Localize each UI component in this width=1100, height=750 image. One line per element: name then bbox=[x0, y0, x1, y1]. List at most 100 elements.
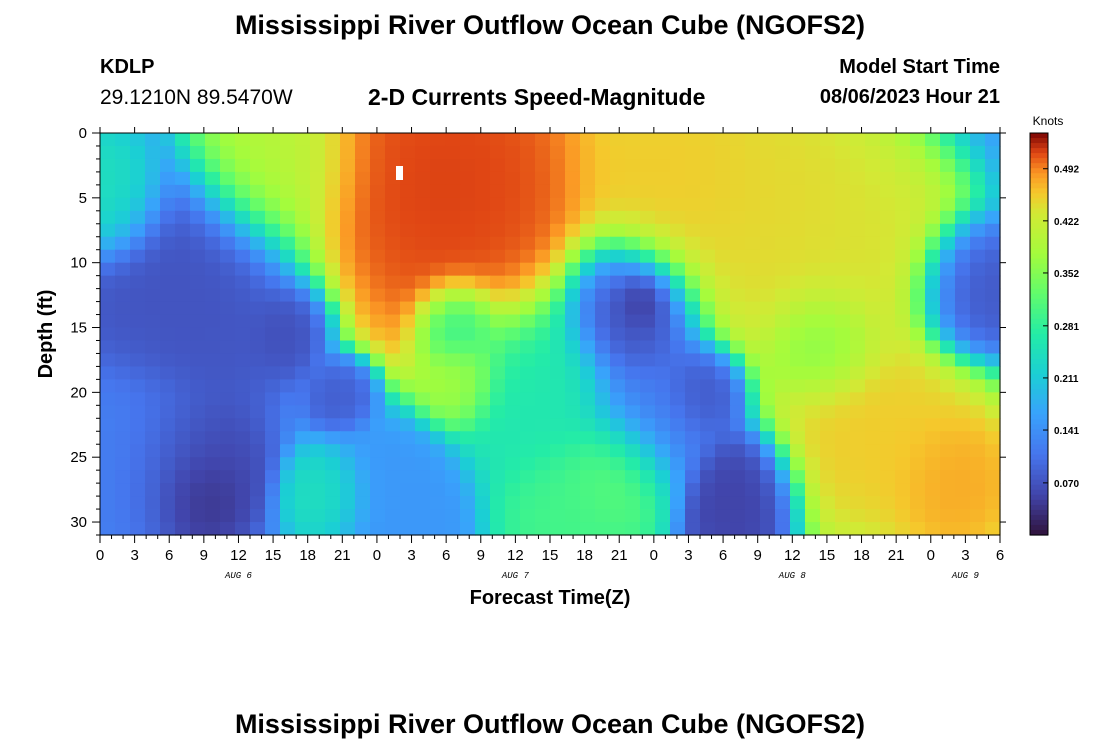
colorbar-swatch bbox=[1030, 313, 1048, 320]
heatmap-cell bbox=[670, 184, 686, 199]
heatmap-cell bbox=[325, 210, 341, 225]
heatmap-cell bbox=[265, 483, 281, 497]
heatmap-cell bbox=[625, 184, 641, 199]
heatmap-cell bbox=[625, 392, 641, 406]
heatmap-cell bbox=[595, 483, 611, 497]
heatmap-cell bbox=[145, 353, 161, 368]
heatmap-cell bbox=[280, 301, 296, 316]
heatmap-cell bbox=[775, 483, 791, 497]
heatmap-cell bbox=[745, 327, 761, 342]
heatmap-cell bbox=[595, 275, 611, 290]
heatmap-cell bbox=[280, 418, 296, 432]
heatmap-cell bbox=[865, 353, 881, 368]
heatmap-cell bbox=[430, 223, 446, 238]
heatmap-cell bbox=[685, 133, 701, 147]
heatmap-cell bbox=[640, 483, 656, 497]
heatmap-cell bbox=[415, 444, 431, 458]
heatmap-cell bbox=[685, 340, 701, 355]
heatmap-cell bbox=[580, 236, 596, 251]
heatmap-cell bbox=[370, 262, 386, 277]
heatmap-cell bbox=[910, 483, 926, 497]
heatmap-cell bbox=[925, 457, 941, 471]
heatmap-cell bbox=[625, 171, 641, 186]
heatmap-cell bbox=[175, 210, 191, 225]
heatmap-cell bbox=[940, 366, 956, 380]
heatmap-cell bbox=[340, 223, 356, 238]
heatmap-cell bbox=[895, 275, 911, 290]
heatmap-cell bbox=[805, 158, 821, 173]
y-axis-label: Depth (ft) bbox=[35, 290, 57, 379]
heatmap-cell bbox=[655, 392, 671, 406]
heatmap-cell bbox=[610, 236, 626, 251]
heatmap-cell bbox=[190, 145, 206, 160]
heatmap-cell bbox=[115, 522, 131, 536]
heatmap-cell bbox=[460, 145, 476, 160]
heatmap-cell bbox=[205, 496, 221, 510]
heatmap-cell bbox=[160, 275, 176, 290]
heatmap-cell bbox=[550, 392, 566, 406]
colorbar-swatch bbox=[1030, 198, 1048, 204]
heatmap-cell bbox=[370, 133, 386, 147]
heatmap-cell bbox=[685, 392, 701, 406]
heatmap-cell bbox=[595, 379, 611, 393]
heatmap-cell bbox=[175, 522, 191, 536]
heatmap-cell bbox=[100, 496, 116, 510]
heatmap-cell bbox=[880, 262, 896, 277]
heatmap-cell bbox=[310, 444, 326, 458]
heatmap-cell bbox=[190, 262, 206, 277]
heatmap-cell bbox=[340, 366, 356, 380]
heatmap-cell bbox=[385, 418, 401, 432]
heatmap-cell bbox=[370, 210, 386, 225]
heatmap-cell bbox=[865, 223, 881, 238]
heatmap-cell bbox=[790, 379, 806, 393]
heatmap-cell bbox=[355, 340, 371, 355]
heatmap-cell bbox=[505, 301, 521, 316]
heatmap-cell bbox=[190, 236, 206, 251]
heatmap-cell bbox=[250, 470, 266, 484]
heatmap-cell bbox=[955, 444, 971, 458]
heatmap-cell bbox=[790, 210, 806, 225]
colorbar-swatch bbox=[1030, 153, 1048, 159]
heatmap-cell bbox=[835, 444, 851, 458]
heatmap-cell bbox=[370, 171, 386, 186]
heatmap-cell bbox=[295, 301, 311, 316]
heatmap-cell bbox=[655, 210, 671, 225]
heatmap-cell bbox=[115, 340, 131, 355]
heatmap-cell bbox=[160, 171, 176, 186]
heatmap-cell bbox=[445, 249, 461, 264]
heatmap-cell bbox=[565, 184, 581, 199]
colorbar-swatch bbox=[1030, 354, 1048, 360]
heatmap-cell bbox=[985, 275, 1001, 290]
station-coordinates: 29.1210N 89.5470W bbox=[100, 86, 293, 109]
heatmap-cell bbox=[895, 249, 911, 264]
heatmap-cell bbox=[610, 314, 626, 329]
heatmap-cell bbox=[835, 145, 851, 160]
heatmap-cell bbox=[250, 301, 266, 316]
heatmap-cell bbox=[520, 327, 536, 342]
heatmap-cell bbox=[475, 171, 491, 186]
heatmap-cell bbox=[730, 522, 746, 536]
heatmap-cell bbox=[145, 275, 161, 290]
heatmap-cell bbox=[805, 431, 821, 445]
heatmap-cell bbox=[505, 158, 521, 173]
heatmap-cell bbox=[970, 457, 986, 471]
heatmap-cell bbox=[985, 496, 1001, 510]
heatmap-cell bbox=[700, 314, 716, 329]
heatmap-cell bbox=[430, 327, 446, 342]
heatmap-cell bbox=[460, 223, 476, 238]
heatmap-cell bbox=[790, 366, 806, 380]
heatmap-cell bbox=[490, 314, 506, 329]
heatmap-cell bbox=[670, 223, 686, 238]
heatmap-cell bbox=[235, 197, 251, 212]
heatmap-cell bbox=[760, 249, 776, 264]
heatmap-cell bbox=[475, 327, 491, 342]
heatmap-cell bbox=[565, 522, 581, 536]
colorbar-swatch bbox=[1030, 283, 1048, 290]
heatmap-cell bbox=[625, 496, 641, 510]
heatmap-cell bbox=[775, 392, 791, 406]
heatmap-cell bbox=[160, 210, 176, 225]
heatmap-cell bbox=[625, 509, 641, 523]
heatmap-cell bbox=[280, 444, 296, 458]
heatmap-cell bbox=[400, 496, 416, 510]
heatmap-cell bbox=[790, 275, 806, 290]
